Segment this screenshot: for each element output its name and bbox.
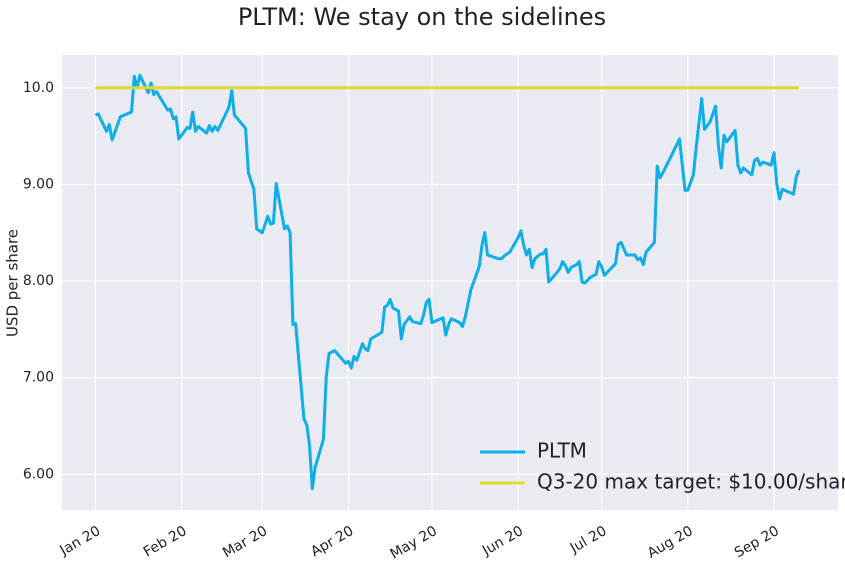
x-tick-label: Mar 20 — [220, 523, 270, 561]
x-tick-label: Sep 20 — [732, 523, 782, 561]
x-tick-label: Aug 20 — [645, 523, 696, 561]
legend-label: Q3-20 max target: $10.00/share — [537, 470, 845, 494]
y-tick-label: 7.00 — [23, 370, 54, 386]
x-tick-label: Feb 20 — [141, 523, 190, 560]
y-axis-label: USD per share — [4, 229, 22, 337]
x-tick-label: Jun 20 — [479, 523, 526, 559]
y-tick-label: 10.0 — [23, 80, 54, 96]
y-tick-label: 6.00 — [23, 466, 54, 482]
data-line — [94, 73, 801, 491]
x-tick-label: Jan 20 — [57, 523, 104, 559]
x-tick-label: Apr 20 — [308, 523, 356, 560]
legend-label: PLTM — [537, 439, 587, 463]
chart-title: PLTM: We stay on the sidelines — [238, 3, 606, 31]
y-tick-label: 9.00 — [23, 176, 54, 192]
plot-area — [62, 55, 838, 510]
x-tick-label: Jul 20 — [567, 523, 610, 557]
y-tick-label: 8.00 — [23, 273, 54, 289]
x-tick-label: May 20 — [388, 523, 440, 561]
